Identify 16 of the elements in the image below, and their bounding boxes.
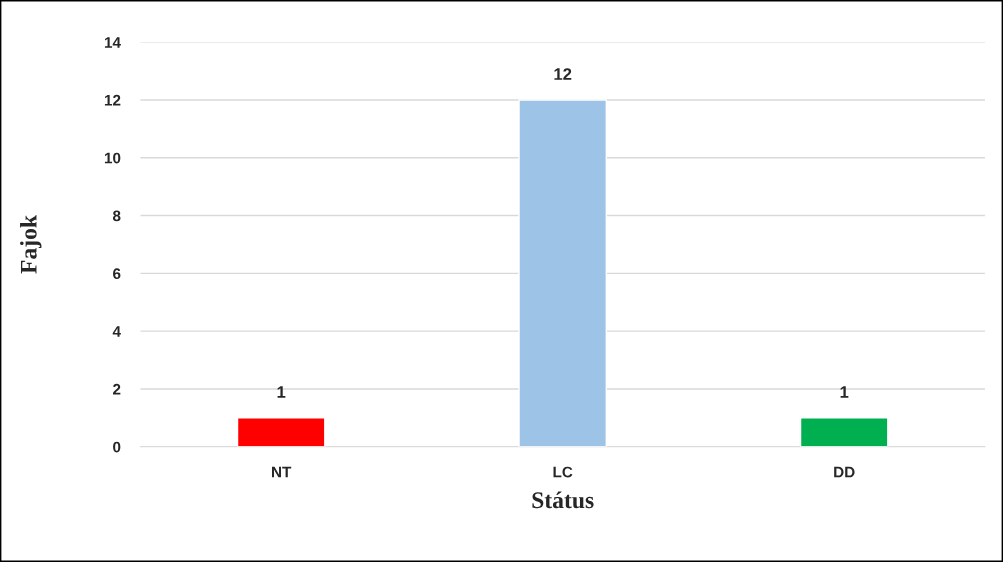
y-tick-label: 2	[113, 383, 121, 395]
y-tick-label: 10	[104, 152, 121, 164]
data-label: 12	[554, 68, 572, 80]
y-tick-label: 6	[113, 268, 121, 280]
y-axis-title: Fajok	[20, 214, 42, 274]
data-label: 1	[840, 386, 849, 398]
y-tick-label: 8	[112, 210, 121, 222]
y-tick-label: 4	[112, 326, 121, 337]
y-tick-label: 14	[104, 37, 121, 48]
data-label: 1	[277, 386, 286, 398]
x-axis-title: Státus	[532, 491, 594, 509]
y-tick-label: 12	[104, 94, 121, 106]
x-tick-label: NT	[272, 466, 292, 478]
y-tick-label: 0	[113, 441, 121, 453]
x-tick-label: DD	[834, 466, 855, 478]
x-tick-label: LC	[553, 466, 573, 478]
